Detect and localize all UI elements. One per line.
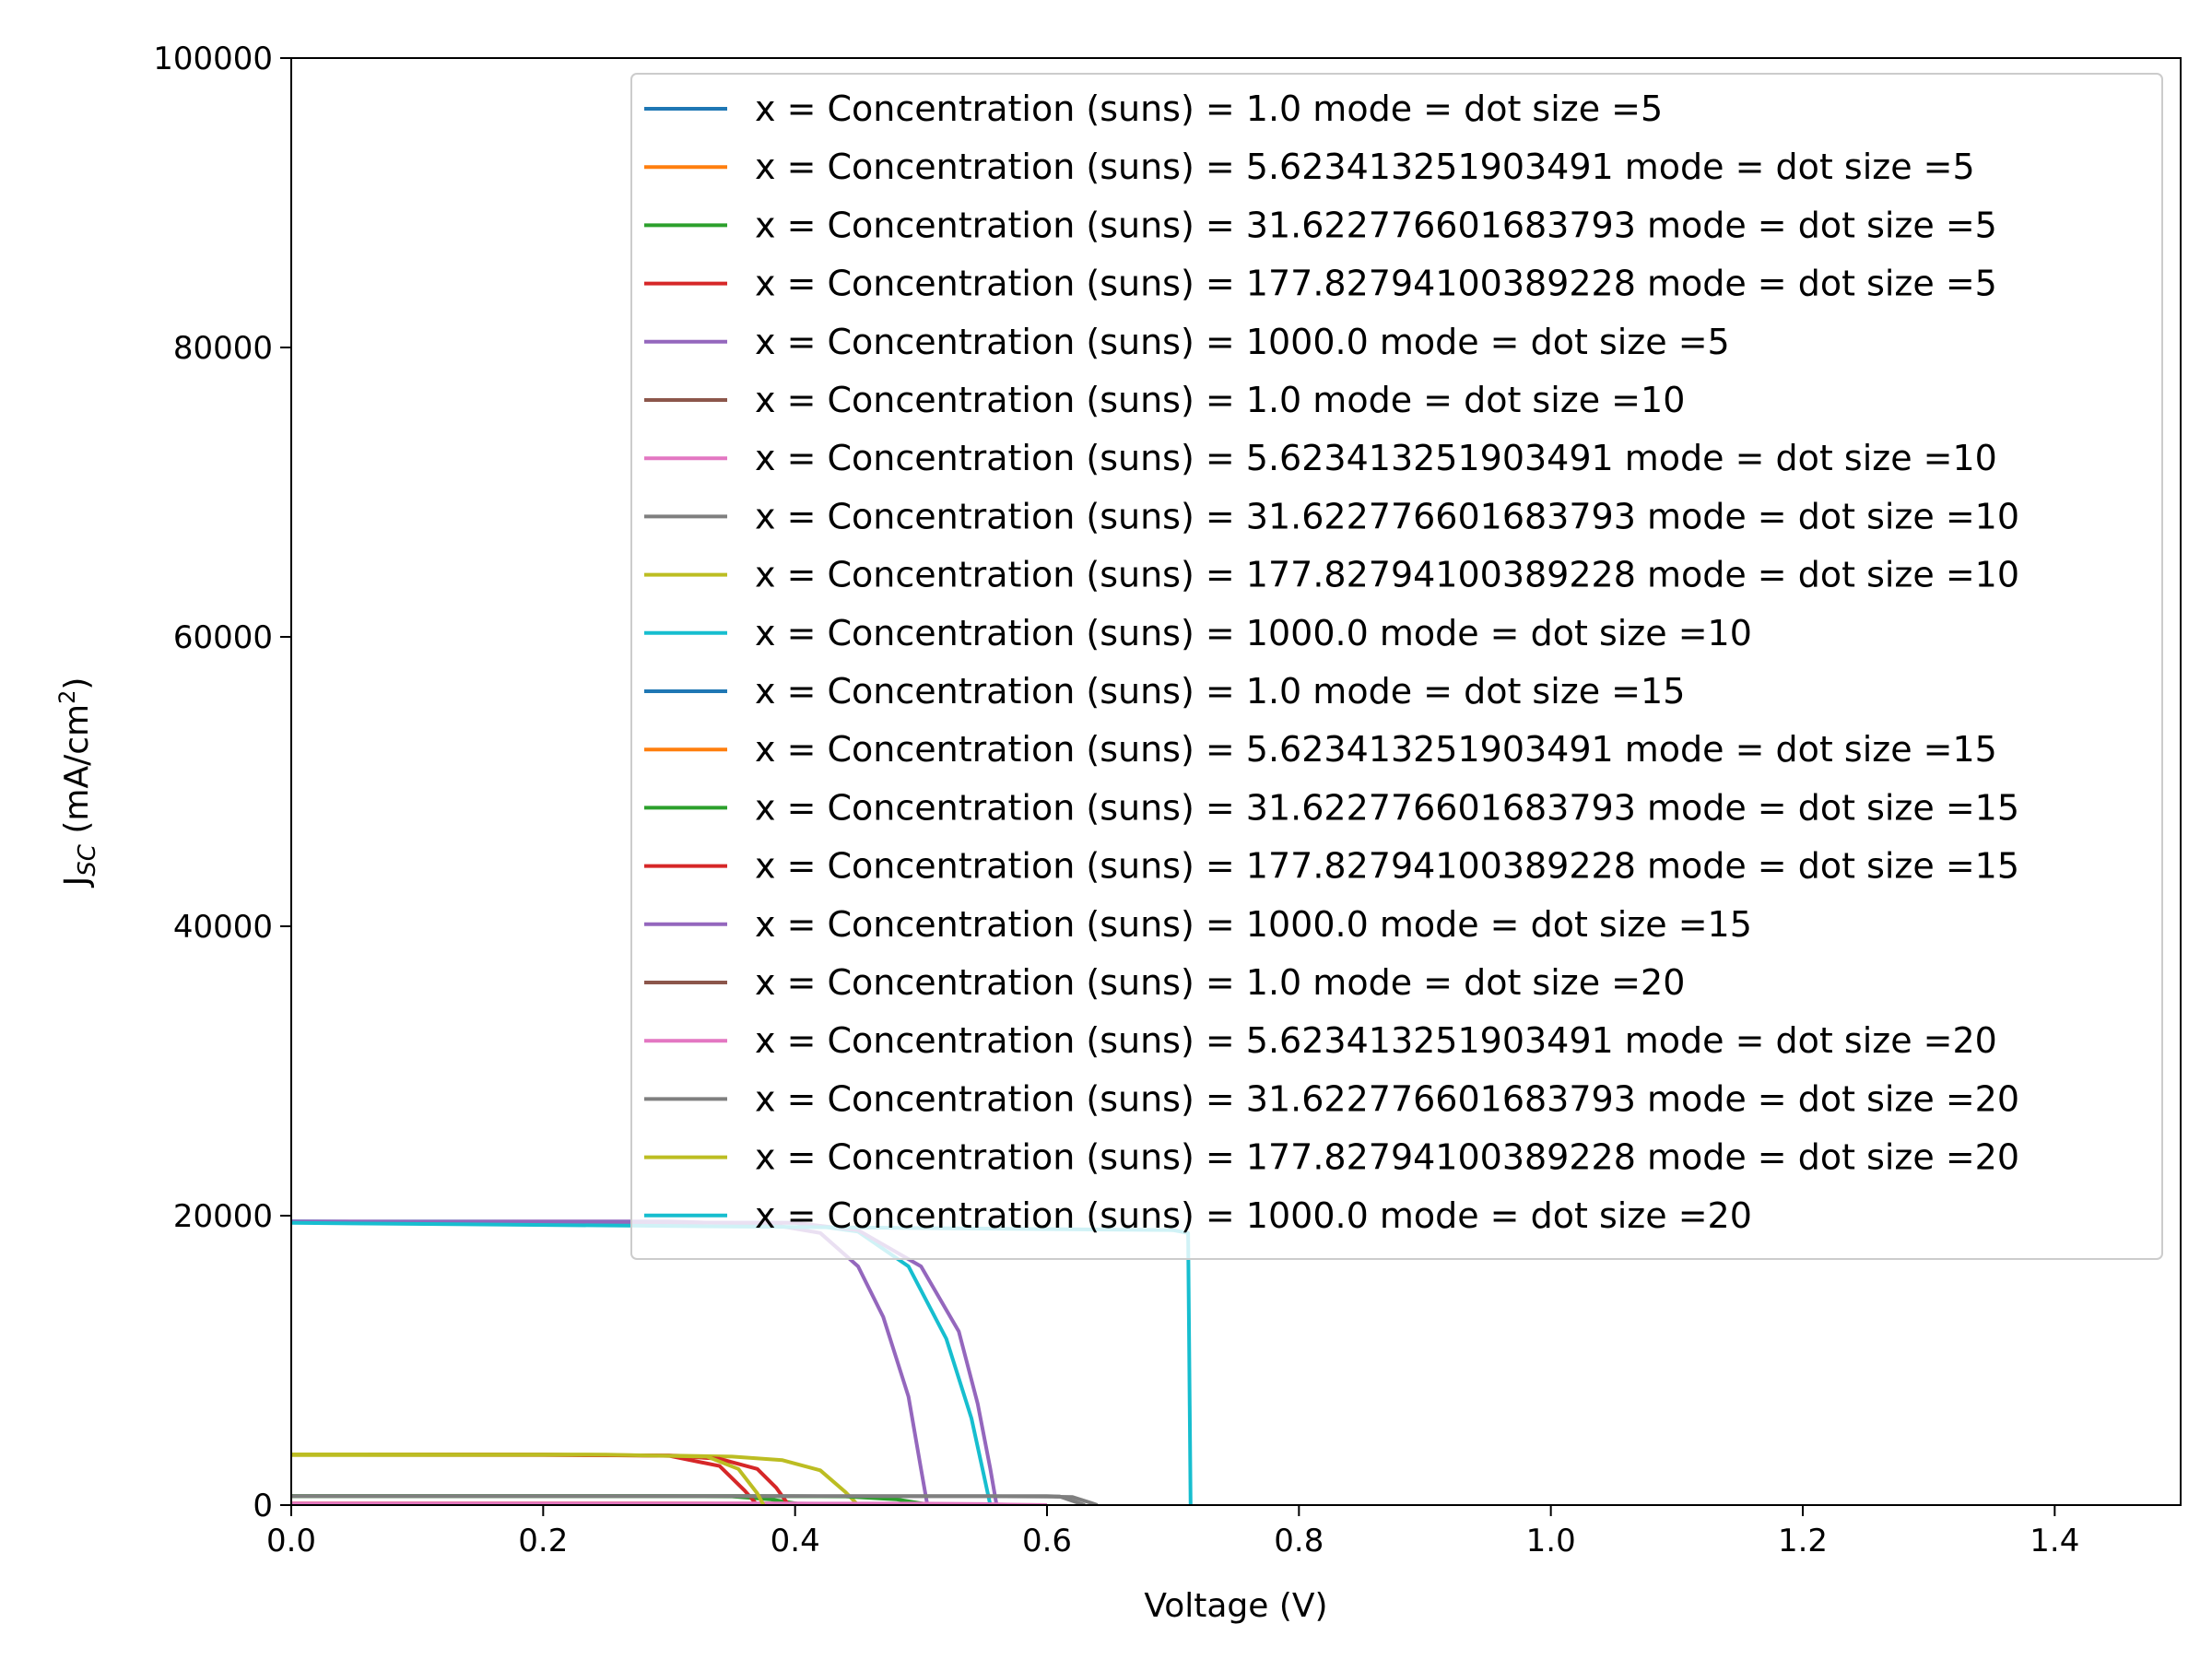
- x-tick-label: 1.2: [1778, 1523, 1828, 1559]
- legend-entry: x = Concentration (suns) = 31.6227766016…: [644, 1078, 2019, 1119]
- legend-label: x = Concentration (suns) = 1.0 mode = do…: [755, 380, 1685, 420]
- legend-label: x = Concentration (suns) = 5.62341325190…: [755, 1020, 1997, 1061]
- legend-entry: x = Concentration (suns) = 177.827941003…: [644, 846, 2019, 887]
- legend-label: x = Concentration (suns) = 1000.0 mode =…: [755, 904, 1752, 945]
- legend-entry: x = Concentration (suns) = 1.0 mode = do…: [644, 671, 1685, 712]
- y-tick-label: 0: [253, 1488, 273, 1524]
- legend-entry: x = Concentration (suns) = 1000.0 mode =…: [644, 613, 1752, 653]
- x-tick-label: 0.4: [771, 1523, 820, 1559]
- legend-entry: x = Concentration (suns) = 177.827941003…: [644, 1137, 2019, 1178]
- legend-label: x = Concentration (suns) = 177.827941003…: [755, 846, 2019, 887]
- legend-label: x = Concentration (suns) = 1000.0 mode =…: [755, 613, 1752, 653]
- legend-label: x = Concentration (suns) = 5.62341325190…: [755, 147, 1975, 187]
- x-tick-label: 0.8: [1274, 1523, 1324, 1559]
- x-tick-label: 0.6: [1022, 1523, 1072, 1559]
- legend-entry: x = Concentration (suns) = 1.0 mode = do…: [644, 962, 1685, 1003]
- legend-label: x = Concentration (suns) = 177.827941003…: [755, 1137, 2019, 1178]
- plot-frame: [290, 57, 2182, 1506]
- y-axis-label: JSC (mA/cm2): [54, 677, 101, 888]
- legend-label: x = Concentration (suns) = 31.6227766016…: [755, 1078, 2019, 1119]
- y-axis-label-superscript: 2: [54, 690, 80, 704]
- x-tick-label: 0.2: [518, 1523, 568, 1559]
- x-tick-label: 1.0: [1526, 1523, 1576, 1559]
- legend-entry: x = Concentration (suns) = 5.62341325190…: [644, 147, 1975, 187]
- legend-entry: x = Concentration (suns) = 5.62341325190…: [644, 729, 1997, 770]
- legend-entry: x = Concentration (suns) = 1.0 mode = do…: [644, 380, 1685, 420]
- y-axis-label-units: (mA/cm: [58, 704, 96, 844]
- legend: x = Concentration (suns) = 1.0 mode = do…: [630, 73, 2163, 1260]
- y-tick-label: 80000: [173, 330, 273, 367]
- series-line-19: [291, 1453, 766, 1505]
- legend-label: x = Concentration (suns) = 1.0 mode = do…: [755, 671, 1685, 712]
- y-axis-label-main: J: [58, 877, 96, 888]
- legend-label: x = Concentration (suns) = 1000.0 mode =…: [755, 1195, 1752, 1236]
- legend-label: x = Concentration (suns) = 177.827941003…: [755, 264, 1997, 304]
- y-axis-label-units-close: ): [58, 677, 96, 690]
- legend-entry: x = Concentration (suns) = 5.62341325190…: [644, 438, 1997, 478]
- legend-entry: x = Concentration (suns) = 31.6227766016…: [644, 205, 1997, 245]
- legend-entry: x = Concentration (suns) = 5.62341325190…: [644, 1020, 1997, 1061]
- legend-label: x = Concentration (suns) = 31.6227766016…: [755, 205, 1997, 245]
- x-axis-ticks: 0.0 0.2 0.4 0.6 0.8 1.0 1.2 1.4: [266, 1505, 2079, 1559]
- legend-label: x = Concentration (suns) = 31.6227766016…: [755, 787, 2019, 828]
- legend-entry: x = Concentration (suns) = 1000.0 mode =…: [644, 322, 1730, 362]
- legend-label: x = Concentration (suns) = 177.827941003…: [755, 555, 2019, 595]
- legend-entry: x = Concentration (suns) = 1000.0 mode =…: [644, 1195, 1752, 1236]
- legend-entry: x = Concentration (suns) = 177.827941003…: [644, 264, 1997, 304]
- y-tick-label: 40000: [173, 909, 273, 946]
- legend-entries: x = Concentration (suns) = 1.0 mode = do…: [644, 88, 2019, 1236]
- legend-label: x = Concentration (suns) = 1.0 mode = do…: [755, 962, 1685, 1003]
- legend-entry: x = Concentration (suns) = 177.827941003…: [644, 555, 2019, 595]
- legend-entry: x = Concentration (suns) = 1.0 mode = do…: [644, 88, 1663, 129]
- legend-label: x = Concentration (suns) = 31.6227766016…: [755, 496, 2019, 536]
- y-axis-label-subscript: SC: [74, 843, 101, 877]
- legend-label: x = Concentration (suns) = 5.62341325190…: [755, 438, 1997, 478]
- y-tick-label: 100000: [153, 41, 273, 77]
- y-axis-ticks: 0 20000 40000 60000 80000 100000: [153, 41, 291, 1524]
- legend-box: [630, 73, 2163, 1260]
- x-tick-label: 1.4: [2030, 1523, 2079, 1559]
- legend-entry: x = Concentration (suns) = 1000.0 mode =…: [644, 904, 1752, 945]
- y-tick-label: 20000: [173, 1198, 273, 1235]
- legend-label: x = Concentration (suns) = 5.62341325190…: [755, 729, 1997, 770]
- series-line-18: [291, 1494, 1086, 1505]
- legend-entry: x = Concentration (suns) = 31.6227766016…: [644, 496, 2019, 536]
- y-tick-label: 60000: [173, 619, 273, 656]
- x-axis-label: Voltage (V): [1144, 1587, 1327, 1625]
- legend-label: x = Concentration (suns) = 1.0 mode = do…: [755, 88, 1663, 129]
- legend-entry: x = Concentration (suns) = 31.6227766016…: [644, 787, 2019, 828]
- legend-label: x = Concentration (suns) = 1000.0 mode =…: [755, 322, 1730, 362]
- x-tick-label: 0.0: [266, 1523, 316, 1559]
